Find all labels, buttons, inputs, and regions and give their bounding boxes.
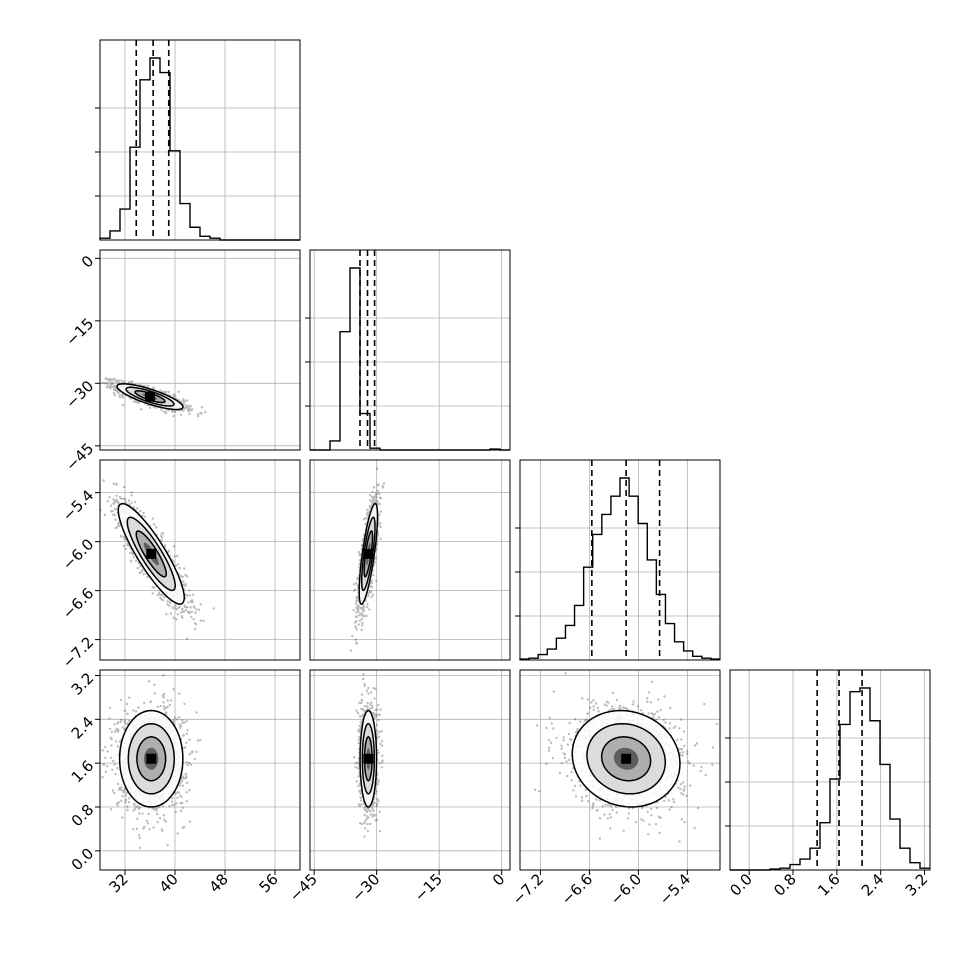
y-tick-label: −5.4 (59, 486, 97, 524)
y-tick-label: 3.2 (68, 669, 98, 699)
density-panel-0-3 (100, 674, 202, 850)
density-peak (146, 548, 157, 559)
histogram-frame (99, 39, 301, 241)
density-peak (145, 391, 155, 402)
density-panel-background (310, 670, 510, 870)
density-frame (519, 669, 721, 871)
density-frame (309, 669, 511, 871)
x-tick-label: 48 (206, 870, 232, 896)
histogram-frame (729, 669, 931, 871)
density-frame (99, 249, 301, 451)
y-tick-label: 1.6 (68, 757, 98, 787)
x-tick-label: −7.2 (509, 870, 547, 908)
density-frame (309, 459, 511, 661)
x-tick-label: 0 (489, 870, 508, 889)
histogram-step (730, 687, 930, 871)
density-peak (146, 753, 157, 764)
density-panel-0-2 (100, 479, 215, 640)
x-tick-label: −6.0 (607, 870, 645, 908)
y-tick-label: 0 (78, 252, 97, 271)
y-tick-label: −6.6 (59, 584, 97, 622)
x-tick-label: −30 (348, 870, 383, 905)
x-tick-label: −45 (286, 870, 321, 905)
x-tick-label: 0.0 (726, 870, 756, 900)
y-tick-label: 0.8 (68, 801, 98, 831)
histogram-step (519, 477, 720, 660)
density-panel-1-3 (353, 673, 384, 838)
x-tick-label: 1.6 (814, 870, 844, 900)
density-frame (99, 459, 301, 661)
y-tick-label: 2.4 (68, 713, 98, 743)
density-panel-background (310, 460, 510, 660)
density-frame (99, 669, 301, 871)
y-tick-label: −45 (62, 439, 97, 474)
y-tick-label: −6.0 (59, 535, 97, 573)
x-tick-label: 0.8 (770, 870, 800, 900)
histogram-step (310, 267, 510, 451)
y-tick-label: −30 (62, 377, 97, 412)
x-tick-label: 40 (156, 870, 182, 896)
histogram-step (99, 57, 300, 241)
x-tick-label: 2.4 (858, 870, 888, 900)
y-tick-label: −15 (62, 314, 97, 349)
y-tick-label: 0.0 (68, 844, 98, 874)
x-tick-label: −15 (411, 870, 446, 905)
x-tick-label: 32 (106, 870, 132, 896)
density-peak (363, 548, 374, 559)
density-panel-2-3 (533, 672, 719, 843)
x-tick-label: 3.2 (902, 870, 932, 900)
histogram-frame (519, 459, 721, 661)
x-tick-label: −6.6 (558, 870, 596, 908)
density-peak (363, 753, 374, 764)
density-panel-0-1 (101, 377, 207, 418)
density-peak (621, 753, 632, 764)
histogram-frame (309, 249, 511, 451)
y-tick-label: −7.2 (59, 633, 97, 671)
density-panel-1-2 (349, 467, 386, 652)
density-panel-background (100, 460, 300, 660)
density-panel-background (100, 250, 300, 450)
x-tick-label: 56 (256, 870, 282, 896)
x-tick-label: −5.4 (656, 870, 694, 908)
